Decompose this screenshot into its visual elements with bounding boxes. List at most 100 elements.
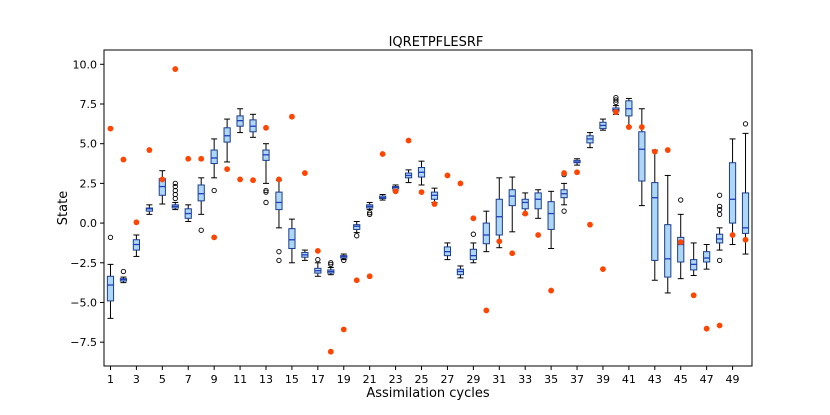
box-30 <box>482 210 490 253</box>
box-6 <box>171 201 179 211</box>
y-axis-label: State <box>56 191 71 225</box>
x-tick-label: 9 <box>211 373 218 386</box>
box-13 <box>262 143 270 184</box>
flier-21-1 <box>367 210 373 216</box>
truth-point-24 <box>405 137 412 144</box>
flier-45-0 <box>678 197 684 203</box>
x-axis-label: Assimilation cycles <box>366 386 490 401</box>
box-24 <box>404 169 413 184</box>
x-tick-label: 15 <box>285 373 299 386</box>
box-iqr <box>223 127 231 143</box>
x-tick-label: 19 <box>337 373 351 386</box>
truth-point-50 <box>742 236 749 243</box>
y-tick-label: 7.5 <box>80 98 98 111</box>
flier-48-3 <box>716 192 723 198</box>
y-tick-label: −5.0 <box>70 296 97 309</box>
flier-21-0 <box>367 211 373 218</box>
flier-6-4 <box>172 180 178 187</box>
plot-area <box>106 66 750 355</box>
truth-point-41 <box>625 124 632 130</box>
truth-point-11 <box>237 176 243 183</box>
flier-2-0 <box>120 268 127 275</box>
flier-48-1 <box>716 206 723 213</box>
box-iqr <box>638 131 646 182</box>
flier-13-0 <box>263 199 269 206</box>
truth-point-15 <box>289 113 295 120</box>
box-iqr <box>664 224 672 278</box>
truth-point-1 <box>107 125 114 132</box>
flier-8-0 <box>198 227 204 233</box>
x-tick-label: 49 <box>726 373 740 386</box>
x-tick-label: 27 <box>440 373 454 386</box>
truth-point-6 <box>172 66 179 72</box>
flier-48-4 <box>716 257 723 264</box>
box-iqr <box>106 275 115 302</box>
truth-point-18 <box>327 348 334 355</box>
truth-point-47 <box>703 325 710 332</box>
truth-point-34 <box>535 232 542 238</box>
box-22 <box>379 194 387 201</box>
flier-14-1 <box>276 257 282 264</box>
box-12 <box>249 113 257 138</box>
x-tick-label: 17 <box>311 373 325 386</box>
truth-point-28 <box>457 180 464 187</box>
truth-point-40 <box>613 109 619 115</box>
box-iqr <box>728 162 737 224</box>
box-4 <box>145 204 153 215</box>
box-36 <box>560 182 568 206</box>
box-28 <box>456 265 464 279</box>
y-tick-label: 0.0 <box>80 217 98 230</box>
box-iqr <box>482 222 490 245</box>
x-tick-label: 39 <box>596 373 610 386</box>
truth-point-21 <box>366 273 373 280</box>
truth-point-46 <box>690 292 697 299</box>
box-39 <box>599 118 607 131</box>
y-axis: −7.5 −5.0 −2.5 0.0 2.5 5.0 7.5 10.0 <box>70 58 104 349</box>
x-tick-label: 29 <box>466 373 480 386</box>
x-tick-label: 41 <box>622 373 636 386</box>
truth-point-35 <box>548 287 555 294</box>
box-7 <box>184 204 192 222</box>
fliers-layer <box>107 94 749 275</box>
box-2 <box>119 276 128 284</box>
truth-point-44 <box>664 147 671 153</box>
truth-point-27 <box>444 172 451 179</box>
x-tick-label: 25 <box>415 373 429 386</box>
truth-point-23 <box>392 188 399 195</box>
flier-18-0 <box>328 261 334 268</box>
truth-point-39 <box>600 266 606 273</box>
truth-point-3 <box>133 219 140 226</box>
box-iqr <box>547 201 555 230</box>
flier-50-0 <box>742 121 749 127</box>
box-18 <box>327 267 335 276</box>
box-3 <box>132 234 141 257</box>
box-iqr <box>353 224 361 230</box>
flier-17-0 <box>315 256 321 263</box>
truth-point-49 <box>729 232 736 238</box>
box-iqr <box>275 191 283 211</box>
box-iqr <box>677 236 685 263</box>
x-tick-label: 1 <box>107 373 114 386</box>
x-axis: 1 3 5 7 9 11 13 15 17 19 21 23 25 27 29 31 33 35 37 39 41 43 4… <box>107 366 740 386</box>
box-11 <box>236 108 244 134</box>
flier-20-0 <box>354 233 360 239</box>
x-tick-label: 43 <box>648 373 662 386</box>
truth-point-22 <box>379 151 386 157</box>
truth-point-5 <box>159 176 166 183</box>
box-iqr <box>469 248 477 261</box>
box-16 <box>301 249 309 261</box>
flier-9-0 <box>211 187 217 194</box>
truth-point-45 <box>677 239 684 246</box>
truth-point-36 <box>561 170 567 176</box>
truth-point-32 <box>509 250 516 257</box>
truth-point-10 <box>224 166 231 172</box>
truth-point-19 <box>340 326 347 333</box>
x-tick-label: 45 <box>674 373 688 386</box>
box-47 <box>703 244 711 270</box>
flier-40-1 <box>613 97 619 103</box>
plot-frame <box>103 49 753 367</box>
box-20 <box>353 220 361 234</box>
y-tick-label: 10.0 <box>73 58 98 71</box>
box-32 <box>508 176 516 233</box>
truth-point-9 <box>211 234 218 241</box>
